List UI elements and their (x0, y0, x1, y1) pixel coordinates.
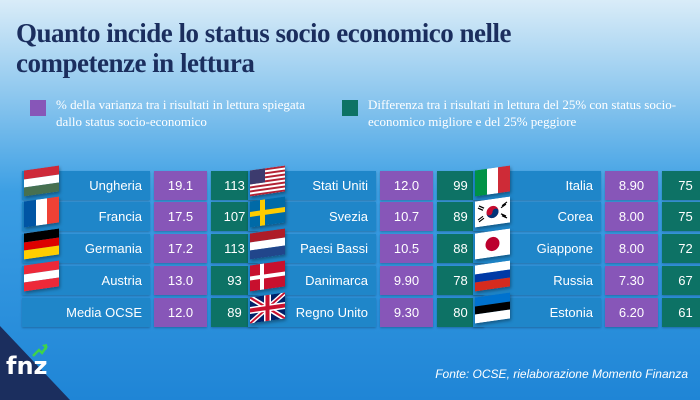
austria-flag-icon (24, 260, 59, 292)
country-label: Corea (557, 209, 593, 224)
country-label: Danimarca (305, 273, 368, 288)
difference-cell: 75 (662, 202, 700, 231)
chart-title: Quanto incide lo status socio economico … (16, 18, 511, 78)
table-row: Francia 17.5 107 (22, 196, 258, 231)
country-label: Ungheria (89, 178, 142, 193)
country-label: Francia (98, 209, 142, 224)
legend-difference-text: Differenza tra i risultati in lettura de… (368, 97, 677, 129)
variance-cell: 8.00 (605, 234, 658, 263)
table-row: Paesi Bassi 10.5 88 (248, 228, 484, 263)
logo-text: fnz (6, 352, 48, 380)
sweden-flag-icon (250, 196, 285, 228)
country-label: Paesi Bassi (300, 241, 368, 256)
usa-flag-icon (250, 165, 285, 197)
table-row: Estonia 6.20 61 (473, 292, 700, 327)
korea-flag-icon (475, 196, 510, 228)
legend-swatch-purple (30, 100, 46, 116)
logo-triangle-icon (0, 326, 70, 400)
variance-cell: 13.0 (154, 266, 207, 295)
variance-cell: 8.90 (605, 171, 658, 200)
table-row: Media OCSE 12.0 89 (22, 298, 258, 327)
table-row: Italia 8.90 75 (473, 165, 700, 200)
country-label: Russia (553, 273, 593, 288)
difference-cell: 67 (662, 266, 700, 295)
variance-cell: 12.0 (380, 171, 433, 200)
legend-swatch-teal (342, 100, 358, 116)
hungary-flag-icon (24, 165, 59, 197)
japan-flag-icon (475, 228, 510, 260)
country-label: Stati Uniti (312, 178, 368, 193)
country-label: Italia (565, 178, 593, 193)
uk-flag-icon (250, 292, 285, 324)
difference-cell: 75 (662, 171, 700, 200)
denmark-flag-icon (250, 260, 285, 292)
table-row: Russia 7.30 67 (473, 260, 700, 295)
estonia-flag-icon (475, 292, 510, 324)
variance-cell: 7.30 (605, 266, 658, 295)
country-label: Media OCSE (66, 305, 142, 320)
country-label: Estonia (549, 305, 593, 320)
country-banner: Media OCSE (22, 298, 150, 327)
variance-cell: 8.00 (605, 202, 658, 231)
variance-cell: 9.30 (380, 298, 433, 327)
variance-cell: 17.5 (154, 202, 207, 231)
table-row: Regno Unito 9.30 80 (248, 292, 484, 327)
country-label: Germania (84, 241, 142, 256)
difference-cell: 61 (662, 298, 700, 327)
germany-flag-icon (24, 228, 59, 260)
table-row: Stati Uniti 12.0 99 (248, 165, 484, 200)
fnz-logo: fnz (0, 326, 70, 400)
variance-cell: 10.7 (380, 202, 433, 231)
france-flag-icon (24, 196, 59, 228)
table-row: Svezia 10.7 89 (248, 196, 484, 231)
table-row: Corea 8.00 75 (473, 196, 700, 231)
variance-cell: 10.5 (380, 234, 433, 263)
legend-variance-text: % della varianza tra i risultati in lett… (56, 97, 306, 129)
variance-cell: 9.90 (380, 266, 433, 295)
country-label: Austria (101, 273, 142, 288)
table-row: Danimarca 9.90 78 (248, 260, 484, 295)
netherlands-flag-icon (250, 228, 285, 260)
russia-flag-icon (475, 260, 510, 292)
country-label: Svezia (328, 209, 368, 224)
table-row: Giappone 8.00 72 (473, 228, 700, 263)
variance-cell: 12.0 (154, 298, 207, 327)
logo-arrow-icon (32, 344, 48, 357)
country-label: Giappone (536, 241, 593, 256)
table-row: Germania 17.2 113 (22, 228, 258, 263)
variance-cell: 6.20 (605, 298, 658, 327)
country-label: Regno Unito (295, 305, 368, 320)
variance-cell: 19.1 (154, 171, 207, 200)
table-row: Austria 13.0 93 (22, 260, 258, 295)
difference-cell: 72 (662, 234, 700, 263)
italy-flag-icon (475, 165, 510, 197)
variance-cell: 17.2 (154, 234, 207, 263)
source-note: Fonte: OCSE, rielaborazione Momento Fina… (435, 367, 688, 381)
